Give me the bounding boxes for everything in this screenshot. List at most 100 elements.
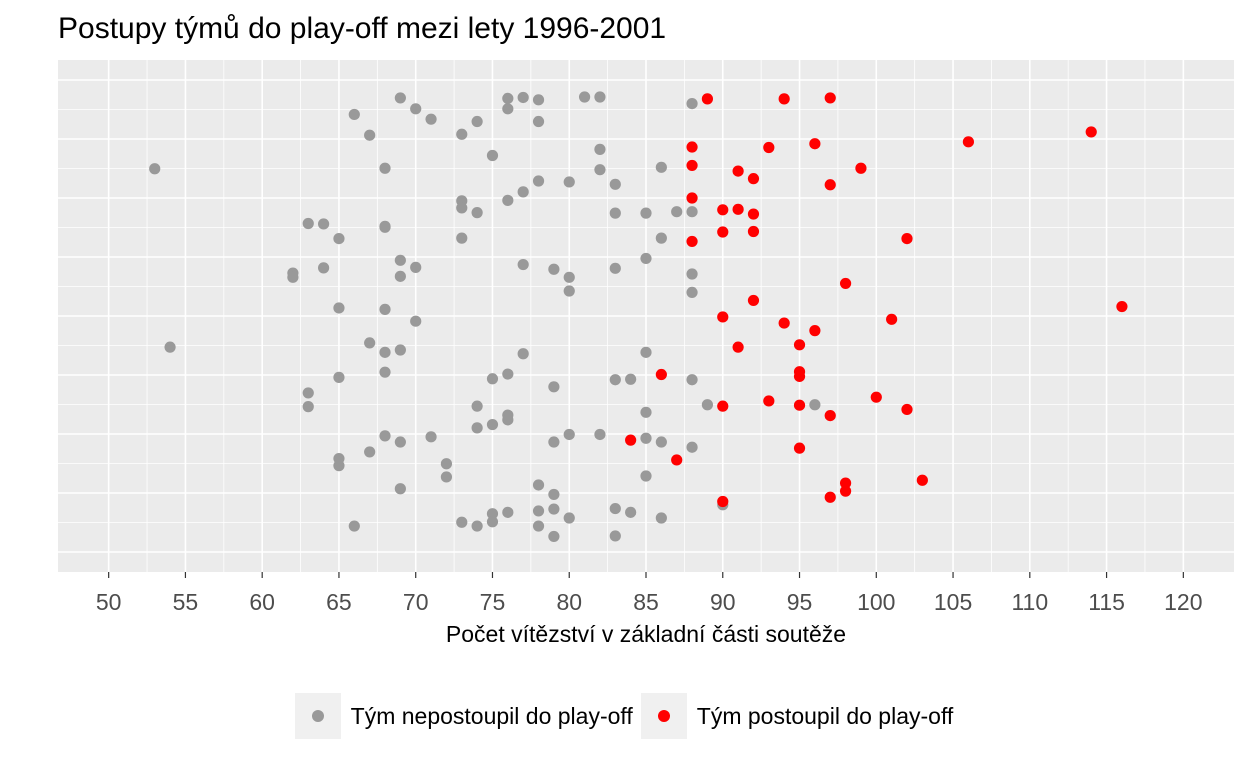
point-not-qualified — [410, 103, 422, 115]
point-not-qualified — [563, 428, 575, 441]
x-tick-label: 85 — [633, 589, 659, 615]
point-not-qualified — [302, 401, 314, 413]
point-qualified — [793, 370, 806, 383]
x-axis: 50 55 60 65 70 75 80 85 90 95 100 105 110 115 120 — [96, 572, 1203, 615]
point-not-qualified — [686, 441, 698, 453]
point-not-qualified — [425, 431, 437, 443]
point-qualified — [732, 165, 744, 177]
point-not-qualified — [471, 400, 483, 412]
point-not-qualified — [164, 341, 176, 353]
point-not-qualified — [517, 91, 529, 104]
point-qualified — [824, 179, 836, 191]
point-not-qualified — [502, 92, 514, 105]
point-not-qualified — [609, 262, 621, 274]
point-qualified — [778, 93, 790, 105]
point-not-qualified — [317, 218, 330, 230]
point-qualified — [916, 474, 928, 486]
x-tick-label: 75 — [480, 589, 506, 615]
legend-key-qualified — [640, 693, 687, 739]
point-qualified — [655, 368, 667, 381]
point-not-qualified — [333, 371, 345, 383]
point-qualified — [778, 317, 790, 329]
point-not-qualified — [532, 94, 545, 106]
point-not-qualified — [302, 217, 314, 230]
point-not-qualified — [517, 186, 529, 198]
point-not-qualified — [517, 258, 529, 271]
point-not-qualified — [671, 206, 683, 218]
point-not-qualified — [625, 373, 637, 385]
point-not-qualified — [594, 428, 606, 441]
point-not-qualified — [456, 232, 468, 244]
point-not-qualified — [379, 220, 391, 232]
point-not-qualified — [471, 520, 483, 532]
x-tick-label: 115 — [1088, 589, 1125, 615]
point-not-qualified — [394, 270, 406, 282]
point-qualified — [747, 173, 760, 185]
legend-item-not-qualified: Tým nepostoupil do play-off — [294, 693, 633, 739]
point-not-qualified — [548, 436, 560, 448]
point-not-qualified — [425, 113, 437, 125]
point-not-qualified — [471, 422, 483, 434]
point-qualified — [717, 311, 729, 323]
point-qualified — [809, 325, 821, 337]
point-not-qualified — [655, 232, 667, 244]
point-qualified — [824, 491, 836, 503]
point-not-qualified — [594, 143, 606, 155]
point-not-qualified — [317, 262, 330, 274]
x-tick-label: 60 — [249, 589, 275, 615]
point-not-qualified — [302, 387, 314, 399]
point-not-qualified — [333, 302, 345, 314]
point-qualified — [686, 141, 698, 153]
x-tick-label: 50 — [96, 589, 122, 615]
point-not-qualified — [364, 129, 376, 141]
point-qualified — [732, 203, 744, 215]
point-qualified — [793, 442, 806, 454]
point-not-qualified — [333, 460, 345, 472]
point-qualified — [824, 409, 836, 422]
point-qualified — [1116, 300, 1128, 313]
point-not-qualified — [609, 502, 621, 515]
point-not-qualified — [456, 128, 468, 140]
point-not-qualified — [548, 488, 560, 501]
point-not-qualified — [609, 530, 621, 542]
point-qualified — [717, 226, 729, 238]
legend-label-qualified: Tým postoupil do play-off — [696, 702, 954, 729]
legend-key-not-qualified — [294, 693, 341, 739]
point-qualified — [717, 400, 729, 412]
point-qualified — [793, 339, 806, 351]
point-qualified — [686, 235, 698, 248]
point-qualified — [793, 399, 806, 411]
point-qualified — [686, 159, 698, 172]
point-not-qualified — [440, 458, 453, 470]
point-not-qualified — [379, 303, 391, 315]
point-not-qualified — [486, 373, 499, 385]
point-not-qualified — [502, 103, 514, 115]
point-not-qualified — [394, 344, 406, 356]
point-not-qualified — [456, 202, 468, 214]
point-not-qualified — [471, 207, 483, 219]
point-not-qualified — [640, 470, 652, 482]
data-points — [149, 91, 1128, 543]
point-not-qualified — [548, 381, 560, 393]
point-not-qualified — [640, 207, 652, 219]
x-tick-label: 100 — [857, 589, 895, 615]
point-qualified — [870, 391, 882, 403]
point-not-qualified — [394, 92, 406, 104]
legend: Tým nepostoupil do play-off Tým postoupi… — [0, 690, 1248, 742]
point-not-qualified — [655, 161, 667, 173]
point-not-qualified — [486, 508, 499, 520]
point-not-qualified — [379, 366, 391, 378]
point-qualified — [701, 93, 714, 105]
x-tick-label: 65 — [326, 589, 352, 615]
point-not-qualified — [502, 414, 514, 426]
point-not-qualified — [594, 164, 606, 176]
point-not-qualified — [563, 512, 575, 524]
x-tick-label: 110 — [1011, 589, 1048, 615]
legend-item-qualified: Tým postoupil do play-off — [640, 693, 954, 739]
point-qualified — [839, 277, 852, 290]
point-not-qualified — [486, 516, 499, 528]
point-qualified — [747, 225, 760, 238]
point-not-qualified — [548, 503, 560, 515]
point-not-qualified — [394, 436, 406, 448]
point-not-qualified — [149, 163, 161, 175]
